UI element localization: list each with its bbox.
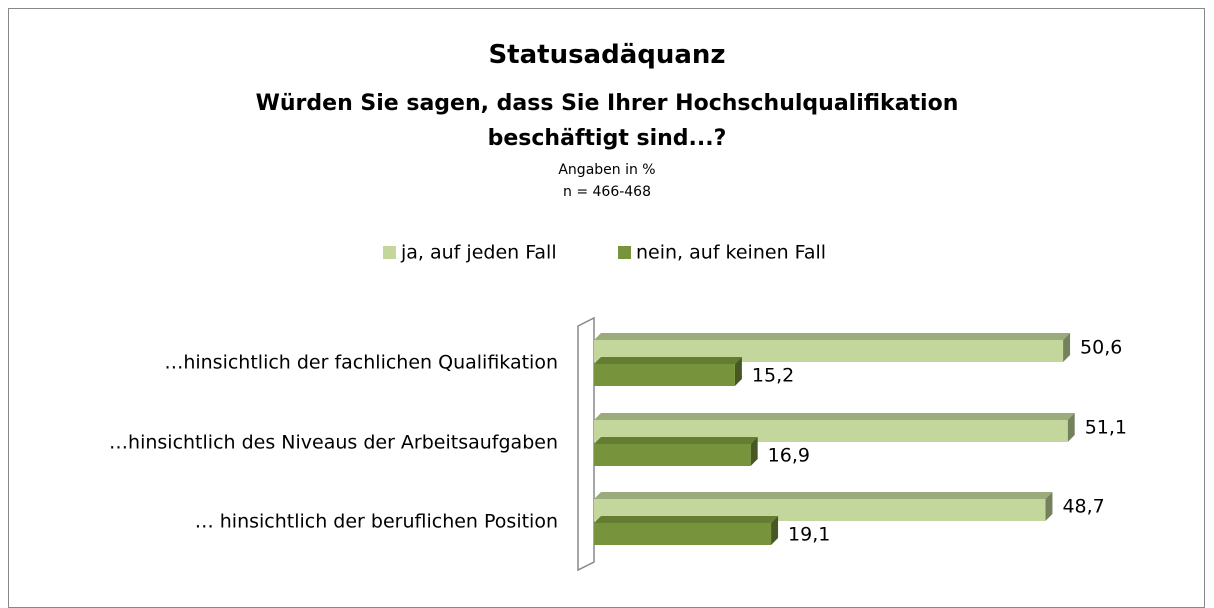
bar-side — [1063, 333, 1071, 362]
bar — [594, 499, 1046, 521]
bar-side — [771, 516, 779, 545]
bar-top — [594, 413, 1075, 420]
back-wall — [577, 316, 595, 572]
bar — [594, 420, 1068, 442]
bar — [594, 444, 751, 466]
bar-top — [594, 357, 742, 364]
value-label: 51,1 — [1085, 417, 1127, 439]
bar — [594, 523, 772, 545]
bar-side — [1067, 413, 1075, 442]
legend-label: ja, auf jeden Fall — [400, 242, 557, 264]
value-label: 50,6 — [1080, 337, 1122, 359]
bar-side — [734, 357, 742, 386]
value-label: 48,7 — [1062, 496, 1104, 518]
category-label: …hinsichtlich des Niveaus der Arbeitsauf… — [109, 432, 558, 454]
category-label: …hinsichtlich der fachlichen Qualifikati… — [164, 352, 558, 374]
legend-swatch — [383, 246, 396, 259]
bar-side — [1045, 492, 1053, 521]
chart-note: n = 466-468 — [563, 184, 651, 200]
value-label: 19,1 — [788, 524, 830, 546]
category-label: … hinsichtlich der beruflichen Position — [195, 511, 558, 533]
legend-label: nein, auf keinen Fall — [636, 242, 826, 264]
bar — [594, 340, 1064, 362]
value-label: 15,2 — [752, 365, 794, 387]
legend-swatch — [618, 246, 631, 259]
bar-side — [750, 437, 758, 466]
bar-top — [594, 492, 1053, 499]
bar-top — [594, 516, 779, 523]
chart-note: Angaben in % — [558, 162, 656, 178]
chart-title: Statusadäquanz — [488, 40, 726, 70]
chart: ja, auf jeden Fall nein, auf keinen Fall …… — [109, 242, 1127, 572]
page: {"chart_data": {"type": "bar", "orientat… — [8, 8, 1205, 608]
bar — [594, 364, 735, 386]
bar-top — [594, 333, 1071, 340]
bar-top — [594, 437, 758, 444]
chart-subtitle: Würden Sie sagen, dass Sie Ihrer Hochsch… — [255, 91, 959, 151]
value-label: 16,9 — [768, 445, 810, 467]
